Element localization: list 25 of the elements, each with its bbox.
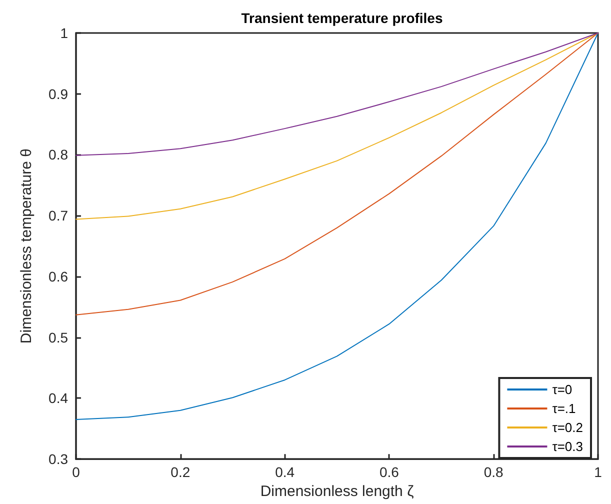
y-tick-label: 0.3: [48, 451, 68, 468]
y-tick-label: 0.4: [48, 390, 68, 406]
legend-label: τ=0.3: [552, 439, 584, 454]
line-series: [76, 32, 598, 156]
legend-label: τ=0: [552, 382, 572, 397]
x-tick-label: 1: [594, 464, 602, 480]
x-tick-label: 0.4: [275, 464, 295, 480]
legend-label: τ=.1: [552, 401, 576, 416]
legend-label: τ=0.2: [552, 420, 584, 435]
line-series: [76, 32, 598, 220]
y-tick-label: 0.5: [48, 329, 68, 346]
y-tick-label: 1: [60, 25, 68, 41]
x-tick-label: 0.2: [170, 464, 190, 480]
x-tick-label: 0.8: [484, 464, 504, 480]
line-series: [76, 32, 598, 316]
line-series: [76, 32, 598, 420]
chart-title: Transient temperature profiles: [241, 10, 443, 26]
y-tick-label: 0.8: [48, 146, 68, 163]
x-tick-label: 0.6: [379, 464, 400, 480]
y-tick-label: 0.9: [48, 86, 68, 102]
x-tick-label: 0: [72, 464, 80, 480]
y-tick-label: 0.7: [48, 208, 68, 224]
x-axis-title: Dimensionless length ζ: [260, 483, 414, 500]
y-axis-title: Dimensionless temperature θ: [18, 148, 35, 344]
y-tick-label: 0.6: [48, 268, 68, 284]
